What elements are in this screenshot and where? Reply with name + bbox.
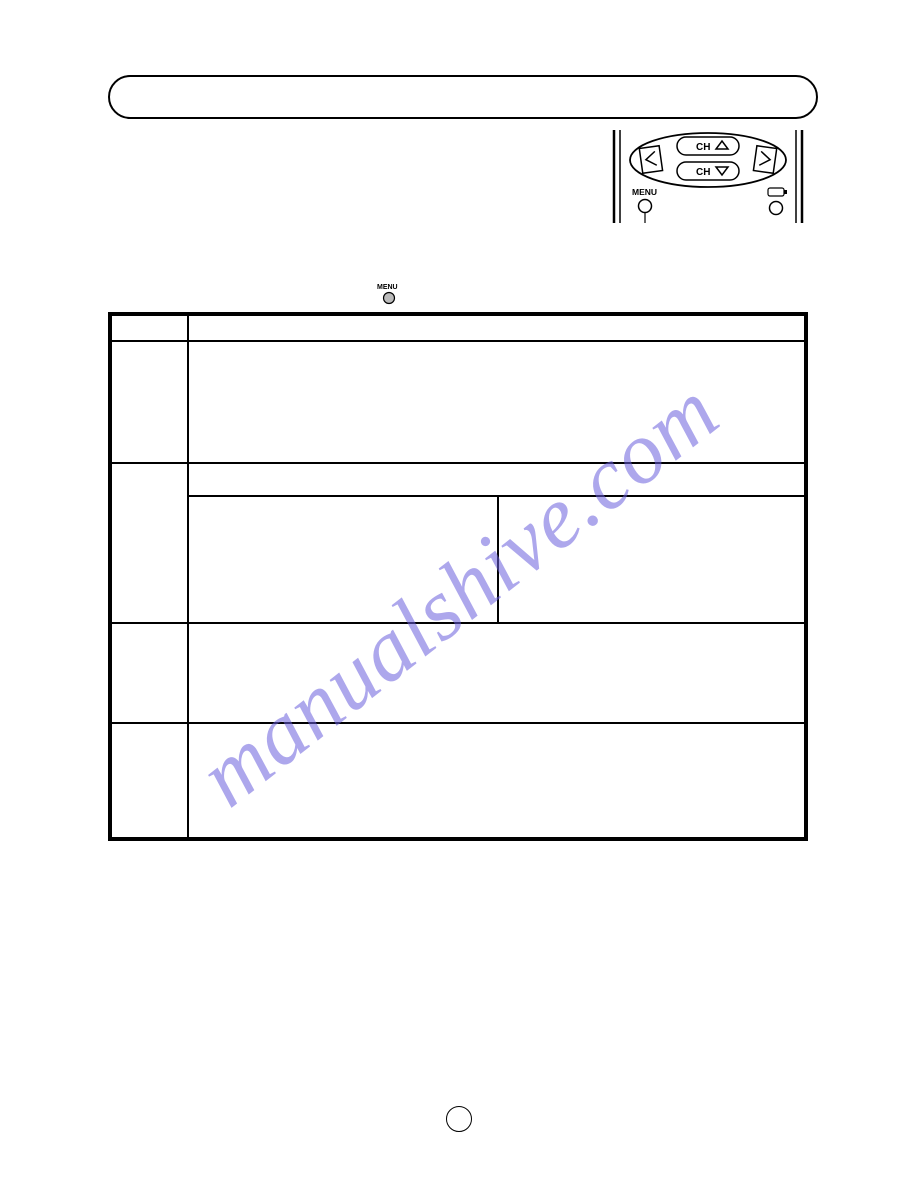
row-function-label-cell: Function [111,723,188,838]
picture-desc-top: The following settings can be adjusted t… [199,472,794,488]
input-desc-2: You can display the external source name… [199,372,794,388]
picture-right-items: • Normal • 16:9 • Zoom1 • Zoom2 [509,521,794,583]
table-intro-text: With the [108,280,154,294]
sound-items: Custom Bass Treble Balance [199,652,794,714]
page-number: 19 [446,1106,472,1132]
svg-text:CH: CH [696,167,710,178]
col-header-menu: Menu [111,315,188,341]
row-sound-desc: Your television has several settings whi… [188,623,805,723]
input-note-text: If you do not want the external signal s… [199,425,789,452]
row-picture-label-cell: Picture [111,463,188,623]
intro-paragraph: When you start using your set for the fi… [108,145,568,181]
row-sound-label-cell: Sound [111,623,188,723]
picture-left-col: Custom Contrast Brightness Sharpness Col… [188,496,498,623]
svg-text:MENU: MENU [632,187,657,197]
input-desc-cont: You can edit the name as you prefer. Whe… [199,387,794,418]
row-input-label-cell: Input [111,341,188,463]
svg-text:CH: CH [696,142,710,153]
col-header-how: How to Access [188,315,805,341]
function-items: Language Blue Screen Auto Power Off Melo… [199,751,794,829]
row-input-label: Input [122,350,177,368]
row-function-desc: These five additional settings may also … [188,723,805,838]
row-input-desc: Used to Change the signal source, depend… [188,341,805,463]
picture-right-label: Size [509,506,532,518]
page-number-value: 19 [452,1112,465,1126]
row-function-label: Function [122,732,177,750]
row-picture-desc: The following settings can be adjusted t… [188,463,805,497]
menu-table: Menu How to Access Input Used to Change … [108,312,808,841]
title-pill: Selecting a Menu Language [108,75,818,119]
remote-illustration: CH CH MENU [608,130,808,223]
table-intro-prefix: With the [108,280,154,294]
menu-icon-inline: MENU [375,281,403,310]
input-desc-1: Used to Change the signal source, depend… [199,350,794,366]
svg-text:MENU: MENU [377,284,398,291]
picture-left-items: Custom Contrast Brightness Sharpness Col… [199,505,487,614]
row-picture-label: Picture [122,472,177,490]
input-note-label: Note: [199,425,227,437]
picture-right-col: Size • Normal • 16:9 • Zoom1 • Zoom2 [498,496,805,623]
sound-desc: Your television has several settings whi… [199,632,794,648]
row-sound-label: Sound [122,632,177,650]
function-desc: These five additional settings may also … [199,732,794,748]
page-title: Selecting a Menu Language [110,77,816,116]
